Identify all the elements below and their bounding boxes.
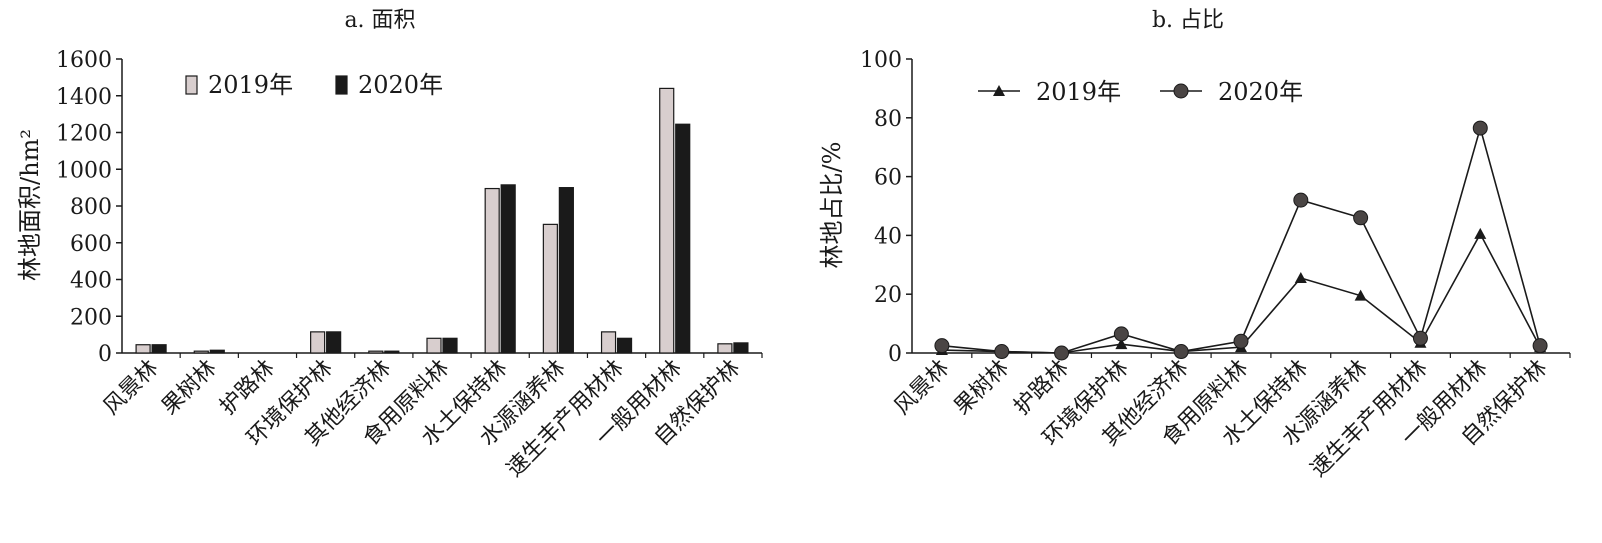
panel-a-legend-label: 2020年: [358, 71, 443, 99]
panel-a-x-tick-label: 果树林: [157, 356, 221, 420]
panel-a-bar-2019: [600, 331, 617, 354]
panel-b-y-tick-label: 80: [874, 107, 902, 132]
panel-a-axes: 02004006008001000120014001600风景林果树林护路林环境…: [56, 48, 763, 482]
panel-b-y-tick-label: 0: [888, 342, 902, 367]
panel-b-point-2020: [1532, 338, 1548, 354]
panel-b-point-2019: [1354, 289, 1367, 301]
panel-a-bar-2019: [717, 343, 733, 354]
panel-a-legend-swatch: [185, 75, 198, 95]
panel-a-bar-2020: [384, 350, 400, 354]
panel-b-point-2019: [1474, 227, 1487, 239]
panel-a-bar-2019: [310, 331, 326, 354]
panel-a-y-tick-label: 400: [70, 269, 112, 294]
panel-b-legend: 2019年 2020年: [978, 78, 1303, 106]
panel-a-legend: 2019年 2020年: [185, 71, 443, 99]
panel-a-bar-2020: [151, 344, 167, 354]
panel-b-lines: [934, 120, 1548, 361]
panel-a-bar-2019: [659, 87, 675, 354]
panel-b-legend-marker: [993, 85, 1005, 96]
panel-a-title: a. 面积: [344, 8, 415, 33]
panel-a-bar-2020: [558, 187, 574, 354]
panel-a-y-tick-label: 800: [70, 195, 112, 220]
panel-b-point-2020: [1113, 326, 1129, 342]
panel-b-point-2020: [994, 344, 1010, 360]
panel-a-bar-2019: [368, 350, 384, 354]
panel-b-y-tick-label: 100: [860, 48, 902, 73]
panel-a-y-tick-label: 1200: [56, 122, 112, 147]
panel-b-line-2020: [941, 125, 1541, 354]
panel-b-legend-marker: [1173, 83, 1189, 99]
panel-a-bar-2020: [675, 123, 691, 354]
panel-b-point-2020: [934, 338, 950, 354]
panel-b-point-2020: [1173, 344, 1189, 360]
panel-b-point-2019: [1115, 338, 1128, 350]
panel-a-bar-2020: [209, 349, 225, 354]
panel-a-bar-2019: [426, 337, 442, 354]
panel-a-bar-2019: [135, 344, 151, 354]
panel-a-legend-label: 2019年: [208, 71, 293, 99]
panel-a-legend-swatch: [335, 75, 348, 95]
panel-b-x-tick-label: 果树林: [950, 356, 1014, 420]
panel-b-y-axis-title: 林地占比/%: [818, 142, 846, 269]
panel-a-y-tick-label: 1400: [56, 85, 112, 110]
panel-b-title: b. 占比: [1152, 8, 1224, 33]
panel-b-point-2020: [1293, 192, 1309, 208]
panel-b-point-2020: [1054, 345, 1070, 361]
panel-a-bar-2020: [442, 337, 458, 354]
panel-a-y-tick-label: 1600: [56, 48, 112, 73]
panel-a-bar-2019: [193, 350, 209, 354]
panel-b-point-2020: [1353, 210, 1369, 226]
panel-a-bar-2019: [484, 187, 500, 354]
area-bar-chart: a. 面积 林地面积/hm² 0 200 400 600 800 1000 1200 1400…: [16, 8, 763, 482]
panel-a-bar-2020: [326, 331, 342, 354]
panel-a-bars: [135, 87, 749, 354]
panel-a-y-tick-label: 600: [70, 232, 112, 257]
panel-b-y-tick-label: 60: [874, 166, 902, 191]
panel-b-point-2020: [1472, 120, 1488, 136]
panel-a-y-axis-title: 林地面积/hm²: [16, 129, 44, 281]
panel-b-point-2019: [1294, 272, 1307, 284]
panel-b-legend-label: 2019年: [1036, 78, 1121, 106]
panel-b-legend-label: 2020年: [1218, 78, 1303, 106]
panel-a-y-tick-label: 1000: [56, 158, 112, 183]
panel-a-bar-2019: [542, 223, 558, 354]
panel-a-bar-2020: [616, 337, 633, 354]
panel-b-point-2020: [1233, 333, 1249, 349]
panel-a-bar-2020: [500, 184, 516, 354]
panel-a-bar-2020: [733, 342, 749, 354]
panel-b-y-tick-label: 40: [874, 224, 902, 249]
panel-a-y-tick-label: 0: [98, 342, 112, 367]
panel-b-point-2020: [1412, 330, 1428, 346]
share-line-chart: b. 占比 林地占比/% 020406080100风景林果树林护路林环境保护林其…: [818, 8, 1571, 482]
panel-a-y-tick-label: 200: [70, 305, 112, 330]
panel-b-y-tick-label: 20: [874, 283, 902, 308]
